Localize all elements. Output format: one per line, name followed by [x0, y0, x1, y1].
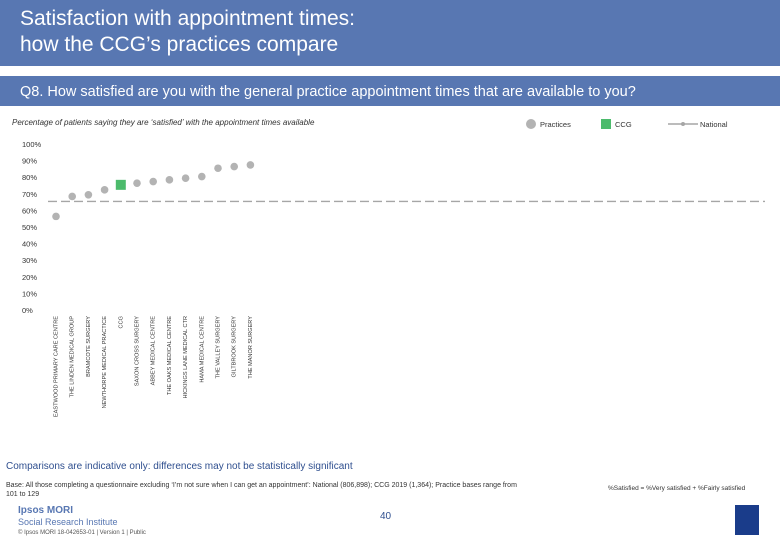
x-tick-label: HAMA MEDICAL CENTRE [199, 316, 205, 383]
footnote: Comparisons are indicative only: differe… [6, 461, 353, 472]
legend-marker [601, 119, 611, 129]
x-tick-label: CCG [118, 316, 124, 328]
question-band [0, 76, 780, 106]
x-tick-label: THE LINDEN MEDICAL GROUP [70, 316, 76, 398]
y-tick-label: 30% [22, 256, 37, 265]
legend-label: CCG [615, 120, 632, 129]
y-tick-label: 20% [22, 273, 37, 282]
y-tick-label: 10% [22, 289, 37, 298]
legend-label: Practices [540, 120, 571, 129]
legend-marker [526, 119, 536, 129]
dot [115, 179, 126, 190]
x-tick-label: HICKINGS LANE MEDICAL CTR [183, 316, 189, 398]
x-tick-label: GILTBROOK SURGERY [232, 316, 238, 378]
dot [181, 174, 190, 182]
x-tick-label: NEWTHORPE MEDICAL PRACTICE [102, 316, 108, 409]
logo: Ipsos MORI [18, 505, 74, 516]
dot [133, 179, 141, 187]
dot [214, 164, 222, 173]
y-tick-label: 60% [22, 206, 37, 215]
dot [198, 172, 206, 181]
page-number: 40 [380, 511, 392, 522]
x-tick-label: THE OAKS MEDICAL CENTRE [167, 316, 173, 395]
y-tick-label: 50% [22, 223, 37, 232]
dot [100, 186, 109, 194]
dot [68, 192, 76, 201]
chart-subtitle: Percentage of patients saying they are ‘… [12, 118, 315, 127]
legend-label: National [700, 120, 728, 129]
y-tick-label: 40% [22, 240, 37, 249]
x-tick-label: THE MANOR SURGERY [248, 316, 254, 379]
definition: %Satisfied = %Very satisfied + %Fairly s… [608, 485, 746, 492]
y-tick-label: 100% [22, 140, 42, 149]
y-tick-label: 90% [22, 157, 37, 166]
dot [246, 161, 255, 169]
legend-line-dot [681, 122, 685, 126]
dot [52, 212, 60, 221]
dot [230, 162, 238, 171]
logo-subtitle: Social Research Institute [18, 517, 118, 527]
base-text: Base: All those completing a questionnai… [6, 482, 517, 498]
y-tick-label: 80% [22, 173, 37, 182]
x-tick-label: BRAMCOTE SURGERY [86, 316, 92, 377]
y-tick-label: 70% [22, 190, 37, 199]
chart: Percentage of patients saying they are ‘… [12, 118, 765, 417]
header-band [0, 0, 780, 66]
x-tick-label: THE VALLEY SURGERY [215, 316, 221, 379]
dot [165, 176, 174, 184]
copyright: © Ipsos MORI 18-042653-01 | Version 1 | … [18, 530, 146, 536]
logo-box [735, 505, 759, 535]
question: Q8. How satisfied are you with the gener… [20, 84, 636, 100]
y-tick-label: 0% [22, 306, 33, 315]
dot [149, 177, 157, 186]
x-tick-label: EASTWOOD PRIMARY CARE CENTRE [53, 316, 59, 417]
page-title: Satisfaction with appointment times: how… [20, 7, 355, 56]
x-tick-label: ABBEY MEDICAL CENTRE [151, 316, 157, 386]
dot [84, 191, 93, 199]
x-tick-label: SAXON CROSS SURGERY [134, 316, 140, 386]
